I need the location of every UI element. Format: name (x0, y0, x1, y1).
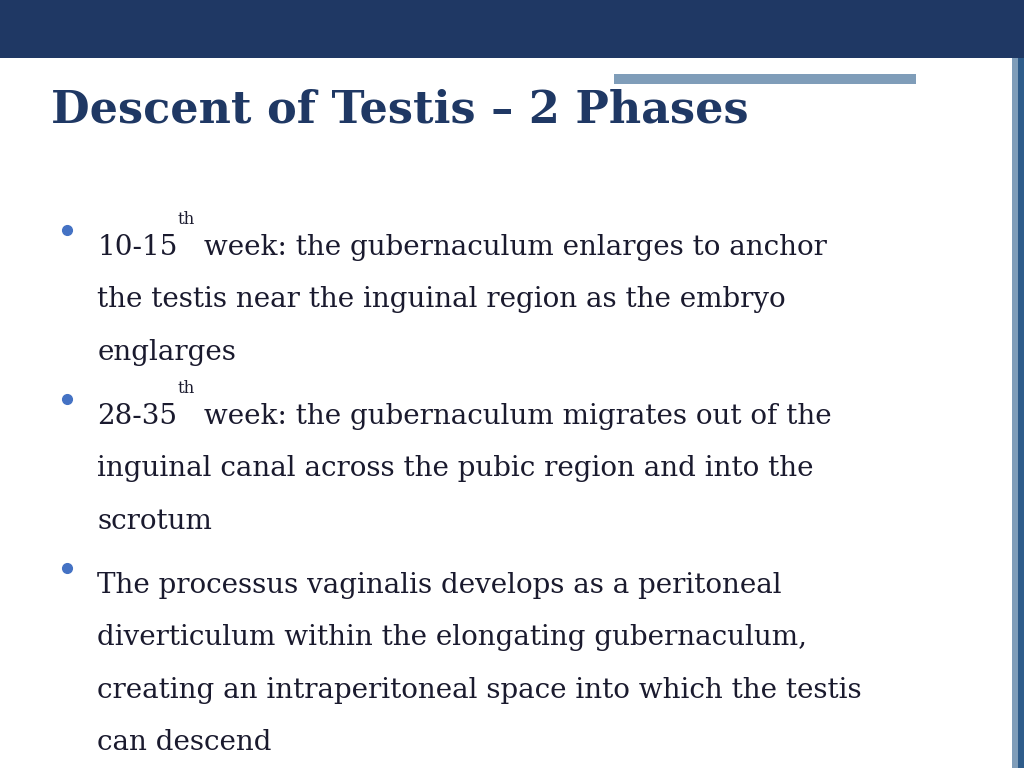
Text: the testis near the inguinal region as the embryo: the testis near the inguinal region as t… (97, 286, 785, 313)
Bar (614, 65, 998, 73)
Bar (1018, 58, 1024, 768)
Bar (1012, 58, 1018, 768)
Text: creating an intraperitoneal space into which the testis: creating an intraperitoneal space into w… (97, 677, 862, 703)
Bar (614, 74, 916, 84)
Text: inguinal canal across the pubic region and into the: inguinal canal across the pubic region a… (97, 455, 814, 482)
Text: th: th (177, 211, 195, 228)
Bar (0, 0, 1024, 58)
Text: scrotum: scrotum (97, 508, 212, 535)
Text: diverticulum within the elongating gubernaculum,: diverticulum within the elongating guber… (97, 624, 807, 651)
Text: 28-35: 28-35 (97, 403, 177, 430)
Text: th: th (177, 380, 195, 397)
Text: can descend: can descend (97, 729, 271, 756)
Text: 10-15: 10-15 (97, 234, 177, 261)
Text: englarges: englarges (97, 339, 237, 366)
Text: week: the gubernaculum migrates out of the: week: the gubernaculum migrates out of t… (195, 403, 831, 430)
Text: week: the gubernaculum enlarges to anchor: week: the gubernaculum enlarges to ancho… (195, 234, 826, 261)
Text: The processus vaginalis develops as a peritoneal: The processus vaginalis develops as a pe… (97, 572, 782, 599)
Text: Descent of Testis – 2 Phases: Descent of Testis – 2 Phases (51, 88, 749, 131)
